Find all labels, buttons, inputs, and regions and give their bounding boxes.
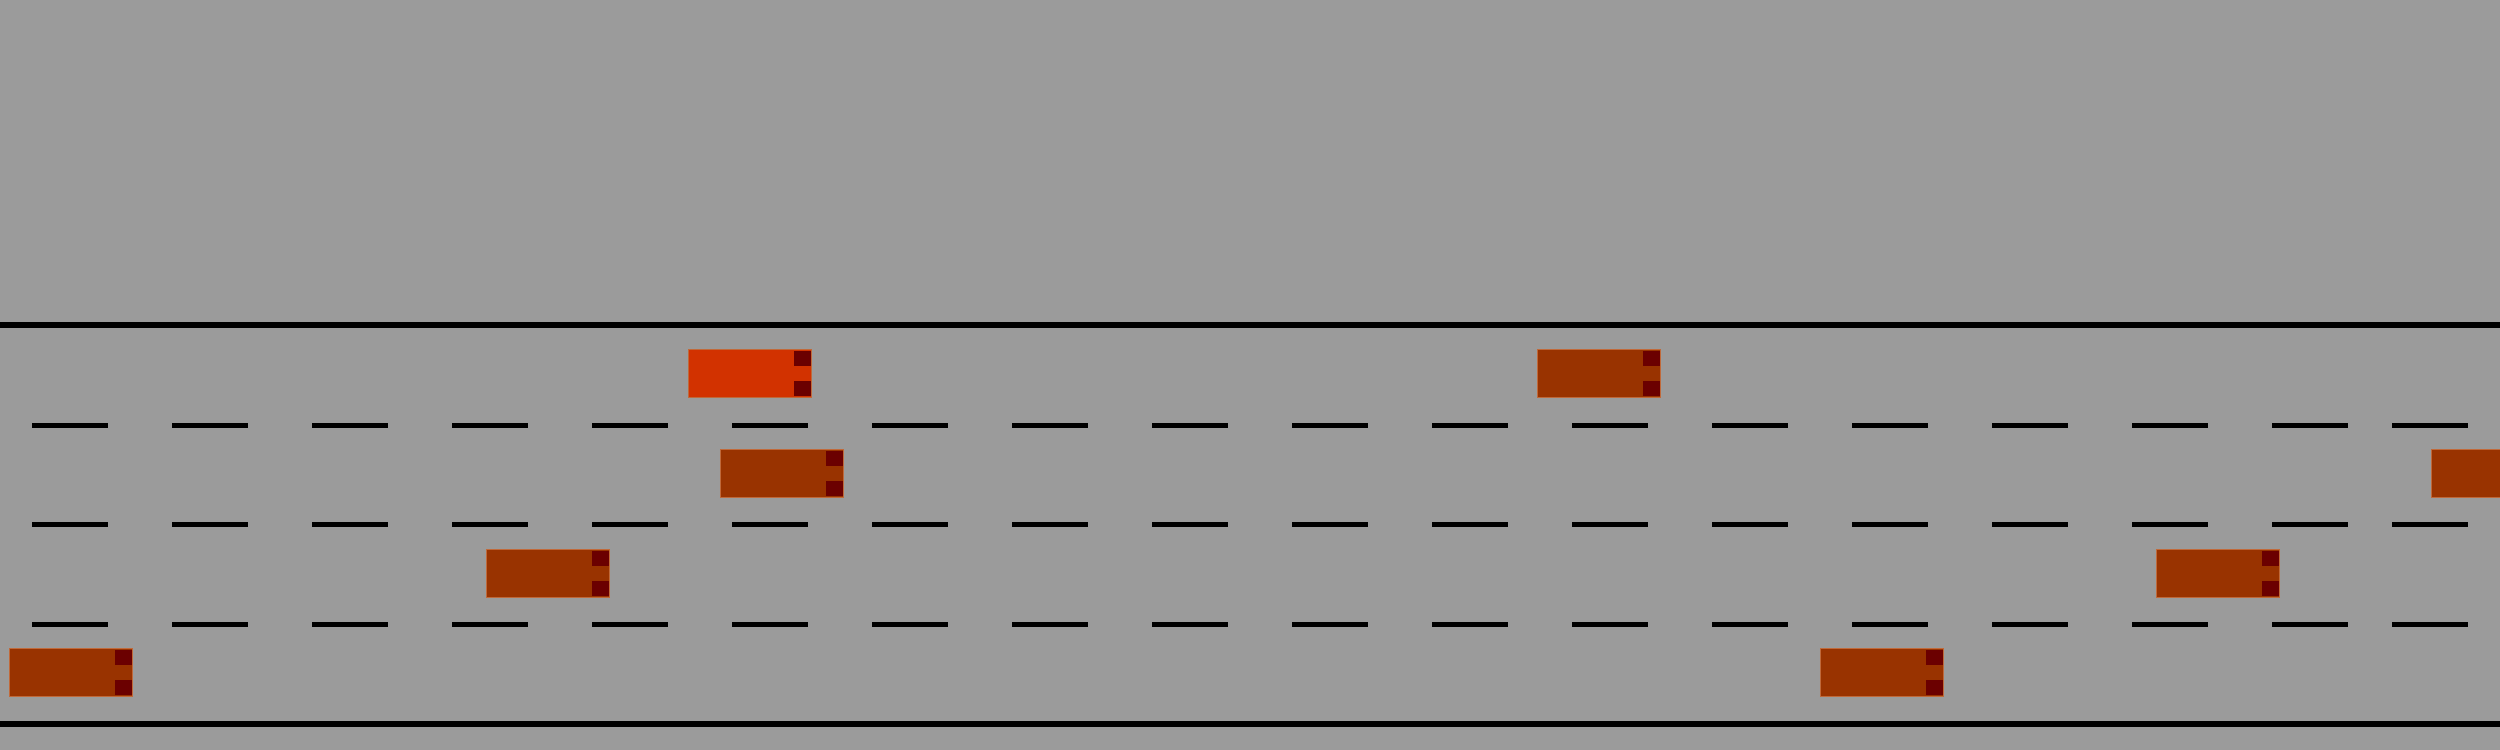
road-edge-top [0,322,2500,328]
vehicle [2156,549,2280,598]
headlight-icon [794,351,811,366]
headlight-icon [115,680,132,695]
headlight-icon [2262,551,2279,566]
vehicle [1820,648,1944,697]
vehicle [9,648,133,697]
headlight-icon [592,581,609,596]
headlight-icon [1926,650,1943,665]
headlight-icon [794,381,811,396]
headlight-icon [1643,381,1660,396]
headlight-icon [2262,581,2279,596]
vehicle [2431,449,2500,498]
headlight-icon [592,551,609,566]
vehicle [486,549,610,598]
lane-divider-3 [0,622,2500,627]
lane-divider-1 [0,423,2500,428]
vehicle [720,449,844,498]
headlight-icon [1643,351,1660,366]
ego-vehicle [688,349,812,398]
headlight-icon [826,451,843,466]
vehicle [1537,349,1661,398]
headlight-icon [826,481,843,496]
road-edge-bottom [0,721,2500,727]
lane-divider-2 [0,522,2500,527]
headlight-icon [1926,680,1943,695]
headlight-icon [115,650,132,665]
